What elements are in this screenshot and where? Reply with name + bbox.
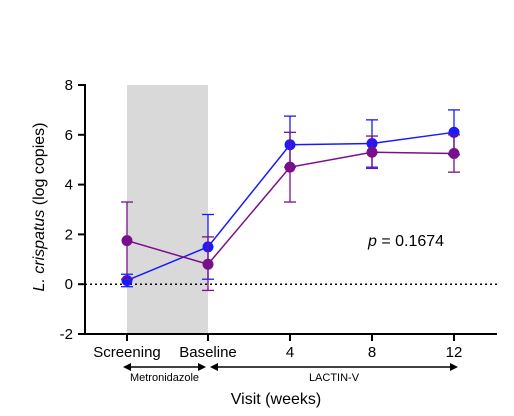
y-tick-label: -2 bbox=[60, 326, 73, 343]
p-value-annotation: p = 0.1674 bbox=[367, 233, 444, 250]
data-point bbox=[448, 147, 460, 159]
data-point bbox=[202, 258, 214, 270]
p-value-italic: p bbox=[367, 233, 377, 250]
period-arrowhead-left bbox=[123, 363, 131, 371]
y-axis-title-italic: L. crispatus bbox=[31, 210, 48, 292]
y-axis-title-rest: (log copies) bbox=[31, 123, 48, 210]
metronidazole-shaded-region bbox=[127, 85, 208, 334]
y-tick-label: 0 bbox=[65, 276, 73, 293]
period-label: LACTIN-V bbox=[309, 372, 360, 384]
y-tick-label: 2 bbox=[65, 226, 73, 243]
period-arrowhead-right bbox=[450, 363, 458, 371]
data-point bbox=[121, 235, 133, 247]
data-point bbox=[366, 146, 378, 158]
data-point bbox=[121, 274, 133, 286]
period-arrowhead-right bbox=[198, 363, 206, 371]
series-group bbox=[121, 131, 460, 292]
x-axis-title: Visit (weeks) bbox=[231, 391, 321, 408]
y-tick-label: 8 bbox=[65, 77, 73, 94]
y-tick-label: 6 bbox=[65, 127, 73, 144]
x-tick-label: 12 bbox=[446, 344, 463, 361]
x-tick-label: 8 bbox=[368, 344, 376, 361]
data-point bbox=[284, 161, 296, 173]
period-arrow: Metronidazole bbox=[123, 363, 206, 384]
p-value-text: = 0.1674 bbox=[377, 233, 444, 250]
x-tick-label: 4 bbox=[286, 344, 294, 361]
x-tick-label: Baseline bbox=[179, 344, 237, 361]
y-axis-title: L. crispatus (log copies) bbox=[31, 123, 48, 292]
y-tick-label: 4 bbox=[65, 177, 73, 194]
x-tick-label: Screening bbox=[93, 344, 161, 361]
period-arrowhead-left bbox=[210, 363, 218, 371]
period-label: Metronidazole bbox=[130, 372, 199, 384]
period-arrow: LACTIN-V bbox=[210, 363, 458, 384]
